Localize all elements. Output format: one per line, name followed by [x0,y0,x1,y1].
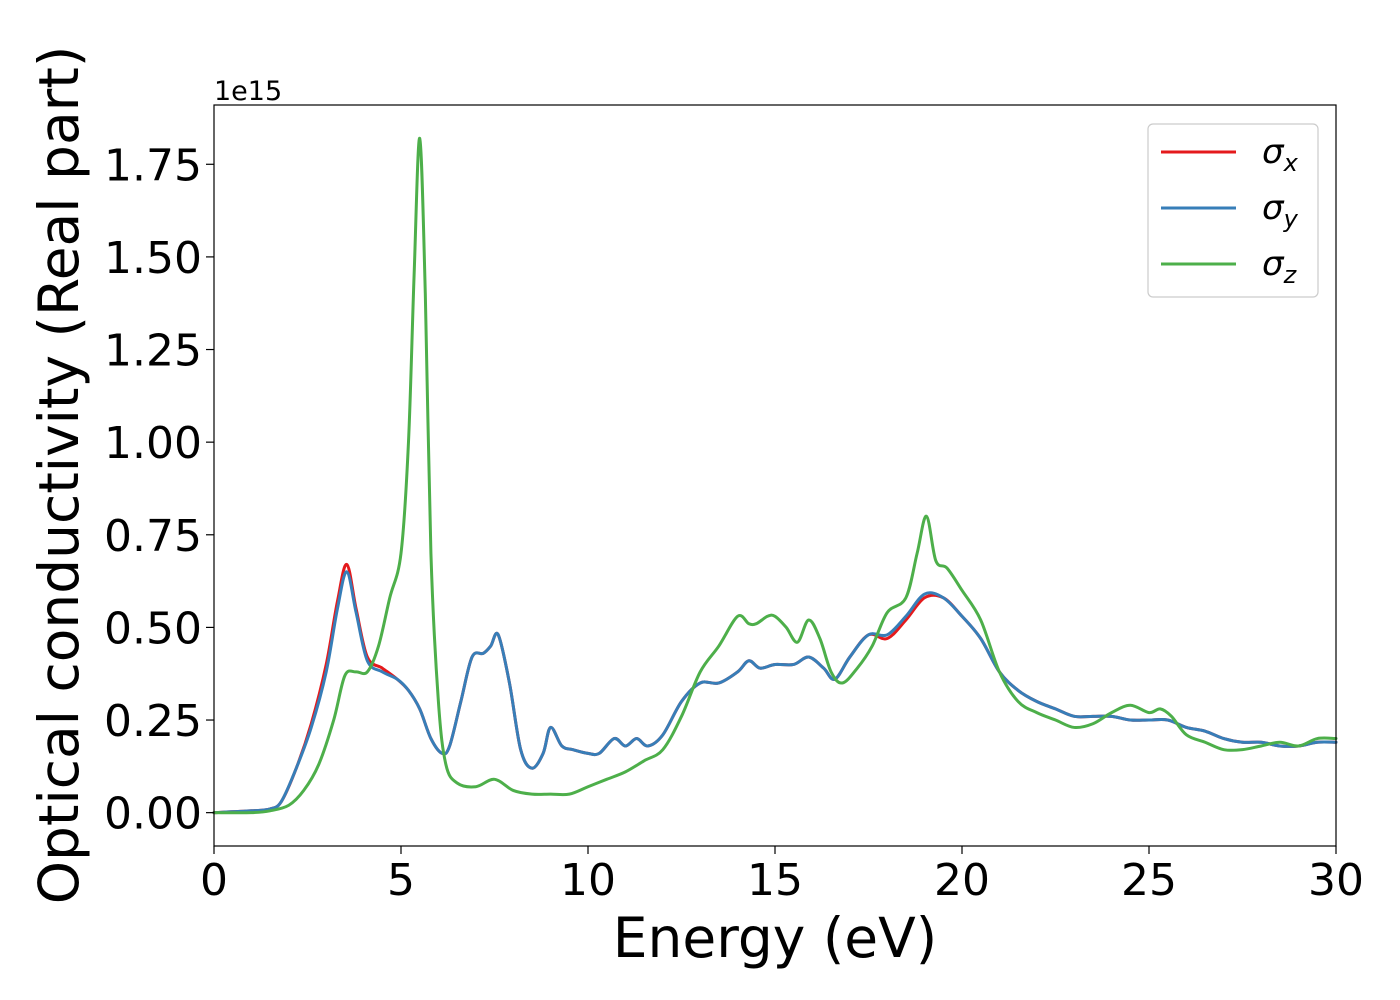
y-tick-label: 0.75 [104,511,202,562]
legend-label-y: σy [1262,188,1299,233]
x-tick-label: 30 [1308,855,1364,906]
legend-symbol: σ [1262,132,1285,172]
x-tick-label: 5 [387,855,415,906]
y-tick-label: 0.50 [104,603,202,654]
plot-area [212,136,1338,815]
legend-label-z: σz [1262,244,1298,289]
y-tick-label: 1.25 [104,326,202,377]
legend-box [1147,123,1319,298]
legend-symbol: σ [1262,244,1285,284]
legend-subscript: y [1283,205,1299,233]
x-axis-title: Energy (eV) [613,906,937,970]
axis-ticks: 0 5 10 15 20 25 30 0.00 0.25 0.50 0.75 1.00 1.25 1.50… [104,140,1364,906]
y-offset-text: 1e15 [214,76,282,107]
y-axis-title: Optical conductivity (Real part) [27,46,91,905]
y-tick-label: 1.75 [104,140,202,191]
y-tick-label: 0.00 [104,789,202,840]
x-tick-label: 25 [1121,855,1177,906]
series-line-y [212,570,1338,815]
y-tick-label: 0.25 [104,696,202,747]
x-tick-label: 15 [747,855,803,906]
legend-subscript: z [1283,261,1298,289]
series-line-z [212,136,1338,815]
x-tick-label: 10 [560,855,616,906]
legend-subscript: x [1283,149,1299,177]
y-tick-label: 1.50 [104,233,202,284]
x-tick-label: 0 [200,855,228,906]
legend-label-x: σx [1262,132,1299,177]
y-tick-label: 1.00 [104,418,202,469]
series-line-x [212,562,1338,815]
legend-symbol: σ [1262,188,1285,228]
x-tick-label: 20 [934,855,990,906]
